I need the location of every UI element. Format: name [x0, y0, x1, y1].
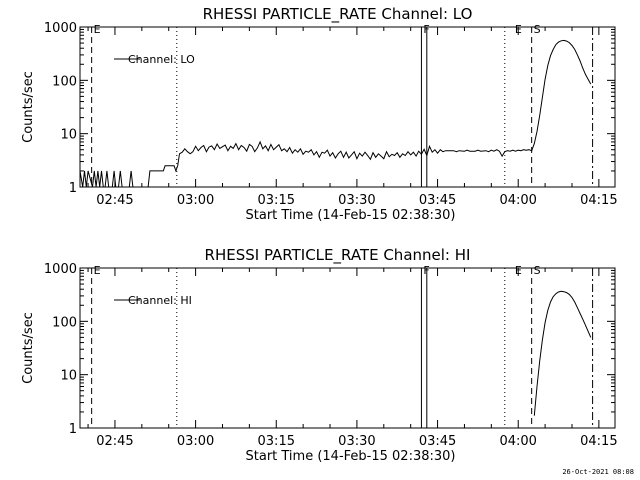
- y-tick-label: 100: [52, 74, 77, 89]
- x-tick-label: 03:30: [338, 434, 375, 449]
- y-tick-label: 1: [69, 181, 77, 196]
- x-tick-label: 04:15: [580, 434, 617, 449]
- event-marker-label: E: [515, 23, 522, 36]
- x-tick-label: 03:45: [419, 434, 456, 449]
- x-tick-label: 03:45: [419, 193, 456, 208]
- x-tick-label: 03:00: [177, 193, 214, 208]
- y-tick-label: 100: [52, 315, 77, 330]
- x-tick-label: 04:00: [499, 434, 536, 449]
- y-axis-label: Counts/sec: [21, 71, 36, 143]
- x-axis-label: Start Time (14-Feb-15 02:38:30): [246, 449, 456, 464]
- event-marker-label: E: [515, 264, 522, 277]
- y-tick-label: 1000: [44, 21, 77, 36]
- legend-label: Channel: HI: [128, 294, 192, 307]
- plot-frame: [79, 26, 616, 188]
- x-tick-label: 04:00: [499, 193, 536, 208]
- event-marker-label: S: [534, 264, 541, 277]
- y-tick-label: 1: [69, 422, 77, 437]
- x-tick-label: 04:15: [580, 193, 617, 208]
- panel-2: RHESSI PARTICLE_RATE Channel: HI 1 10 100 10…: [21, 246, 618, 464]
- x-tick-label: 03:15: [258, 434, 295, 449]
- y-tick-label: 10: [60, 369, 77, 384]
- legend-label: Channel: LO: [128, 53, 195, 66]
- plot-frame: [79, 267, 616, 429]
- event-marker-label: E: [94, 264, 101, 277]
- y-tick-label: 1000: [44, 262, 77, 277]
- panel-1: RHESSI PARTICLE_RATE Channel: LO 1 10 100 10…: [21, 5, 618, 223]
- y-axis-label: Counts/sec: [21, 312, 36, 384]
- event-marker-label: E: [94, 23, 101, 36]
- x-tick-label: 02:45: [96, 193, 133, 208]
- y-tick-label: 10: [60, 128, 77, 143]
- x-axis-label: Start Time (14-Feb-15 02:38:30): [246, 208, 456, 223]
- series-line-1: [533, 290, 592, 416]
- series-line-1: [79, 39, 592, 188]
- event-marker-label: S: [534, 23, 541, 36]
- x-tick-label: 03:30: [338, 193, 375, 208]
- x-tick-label: 02:45: [96, 434, 133, 449]
- generation-timestamp: 26-Oct-2021 08:08: [562, 468, 634, 476]
- chart-title: RHESSI PARTICLE_RATE Channel: LO: [203, 5, 473, 24]
- x-tick-label: 03:15: [258, 193, 295, 208]
- chart-title: RHESSI PARTICLE_RATE Channel: HI: [205, 246, 471, 265]
- x-tick-label: 03:00: [177, 434, 214, 449]
